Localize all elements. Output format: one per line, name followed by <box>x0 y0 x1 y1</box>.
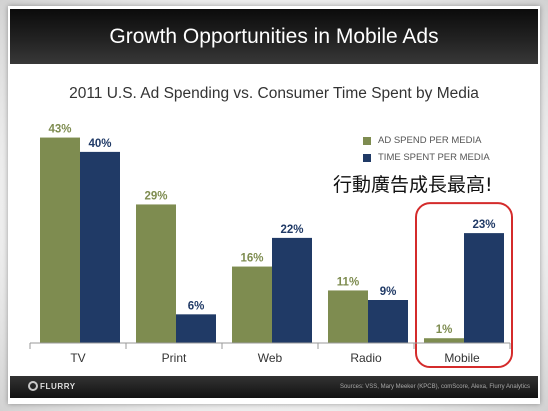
legend-item-ad-spend: AD SPEND PER MEDIA <box>363 132 490 149</box>
bar-ad-spend-per-media-radio <box>328 290 368 343</box>
bar-time-spent-per-media-print <box>176 314 216 343</box>
chart-legend: AD SPEND PER MEDIA TIME SPENT PER MEDIA <box>363 132 490 166</box>
data-label-time-spent-per-media-radio: 9% <box>380 286 397 298</box>
legend-swatch-ad-spend <box>363 136 371 145</box>
flurry-logo-text: FLURRY <box>40 382 76 391</box>
category-label-print: Print <box>162 351 187 365</box>
category-label-tv: TV <box>70 351 85 365</box>
bar-time-spent-per-media-mobile <box>464 233 504 343</box>
legend-label-time-spent: TIME SPENT PER MEDIA <box>378 152 490 163</box>
data-label-ad-spend-per-media-print: 29% <box>144 190 167 202</box>
data-label-ad-spend-per-media-radio: 11% <box>337 276 359 288</box>
legend-swatch-time-spent <box>363 153 371 162</box>
slide-title: Growth Opportunities in Mobile Ads <box>109 25 439 48</box>
category-label-radio: Radio <box>350 351 382 365</box>
data-label-time-spent-per-media-tv: 40% <box>88 138 111 150</box>
data-label-time-spent-per-media-mobile: 23% <box>472 219 495 231</box>
legend-label-ad-spend: AD SPEND PER MEDIA <box>378 135 482 146</box>
category-label-mobile: Mobile <box>444 351 480 365</box>
category-label-web: Web <box>258 351 283 365</box>
highlight-box-mobile <box>415 202 513 368</box>
annotation-text: 行動廣告成長最高! <box>333 174 493 196</box>
title-bar: Growth Opportunities in Mobile Ads <box>10 9 538 64</box>
bar-chart: 43% 29% 16% 11% 1% 40% 6% 22% 9% 23% TV Print Web Rad… <box>29 124 513 368</box>
bar-ad-spend-per-media-web <box>232 266 272 343</box>
data-label-time-spent-per-media-web: 22% <box>280 224 303 236</box>
data-label-ad-spend-per-media-mobile: 1% <box>436 324 453 336</box>
footer-bar: FLURRY Sources: VSS, Mary Meeker (KPCB),… <box>10 376 538 398</box>
legend-item-time-spent: TIME SPENT PER MEDIA <box>363 149 490 166</box>
data-label-ad-spend-per-media-web: 16% <box>240 253 263 265</box>
data-label-ad-spend-per-media-tv: 43% <box>48 124 71 136</box>
bar-ad-spend-per-media-print <box>136 204 176 343</box>
flurry-logo-icon <box>28 381 38 391</box>
chart-title: 2011 U.S. Ad Spending vs. Consumer Time … <box>69 85 479 102</box>
bar-time-spent-per-media-web <box>272 237 312 343</box>
bar-ad-spend-per-media-tv <box>40 137 80 343</box>
bar-ad-spend-per-media-mobile <box>424 338 464 343</box>
sources-text: Sources: VSS, Mary Meeker (KPCB), comSco… <box>339 384 530 390</box>
bar-time-spent-per-media-tv <box>80 151 120 343</box>
data-label-time-spent-per-media-print: 6% <box>188 300 205 312</box>
bar-time-spent-per-media-radio <box>368 300 408 343</box>
